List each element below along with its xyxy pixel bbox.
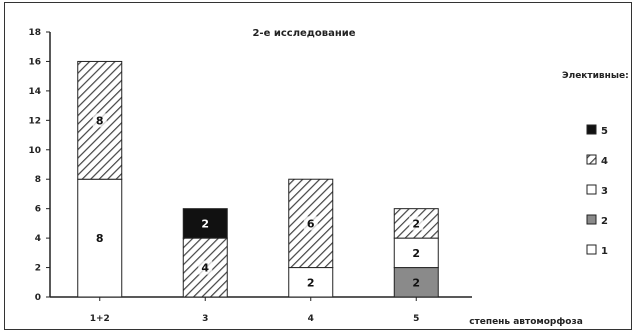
bar-segment xyxy=(393,237,439,269)
chart-frame: 2-е исследование степень автоморфоза Эле… xyxy=(4,2,632,330)
x-tick-label: 1+2 xyxy=(90,314,110,324)
segment-label: 2 xyxy=(412,247,420,260)
y-tick-label: 2 xyxy=(35,264,41,274)
segment-label: 6 xyxy=(307,217,315,230)
y-tick-label: 12 xyxy=(28,116,41,126)
legend: 5 4 3 2 1 xyxy=(586,124,608,257)
y-tick-label: 6 xyxy=(35,205,41,215)
legend-swatch xyxy=(586,184,597,195)
legend-title: Элективные: xyxy=(562,71,629,81)
legend-swatch xyxy=(586,154,597,165)
y-tick-label: 4 xyxy=(35,234,41,244)
y-tick-label: 8 xyxy=(35,175,41,185)
x-tick-label: 4 xyxy=(308,314,314,324)
legend-label: 3 xyxy=(601,186,608,197)
y-tick-label: 0 xyxy=(35,293,41,303)
segment-label: 8 xyxy=(96,114,104,127)
legend-label: 4 xyxy=(601,156,608,167)
segment-label: 2 xyxy=(307,276,315,289)
y-tick-label: 14 xyxy=(28,87,41,97)
segment-label-backdrop xyxy=(303,216,318,231)
segment-label-backdrop xyxy=(92,113,107,128)
segment-label: 4 xyxy=(201,262,209,275)
chart-title: 2-е исследование xyxy=(252,28,355,39)
bar-segment xyxy=(288,267,334,298)
segment-label: 8 xyxy=(96,232,104,245)
y-tick-label: 10 xyxy=(28,146,41,156)
legend-label: 5 xyxy=(601,126,608,137)
bar-segment xyxy=(393,267,439,298)
legend-swatch xyxy=(586,214,597,225)
y-tick-label: 16 xyxy=(28,57,41,67)
chart-svg: 2-е исследование степень автоморфоза Эле… xyxy=(4,2,632,330)
x-axis-label: степень автоморфоза xyxy=(469,317,583,327)
segment-label: 2 xyxy=(412,276,420,289)
x-tick-label: 3 xyxy=(202,314,208,324)
x-tick-label: 5 xyxy=(413,314,419,324)
legend-label: 2 xyxy=(601,216,608,227)
legend-label: 1 xyxy=(601,246,608,257)
segment-label: 2 xyxy=(201,217,209,230)
legend-swatch xyxy=(586,244,597,255)
segment-label-backdrop xyxy=(198,260,213,275)
bars-layer: 8 8 4 2 2 6 2 2 2 xyxy=(77,60,439,298)
legend-swatch xyxy=(586,124,597,135)
segment-label-backdrop xyxy=(409,216,424,231)
y-tick-label: 18 xyxy=(28,28,41,38)
segment-label: 2 xyxy=(412,217,420,230)
bar-segment xyxy=(182,208,228,239)
